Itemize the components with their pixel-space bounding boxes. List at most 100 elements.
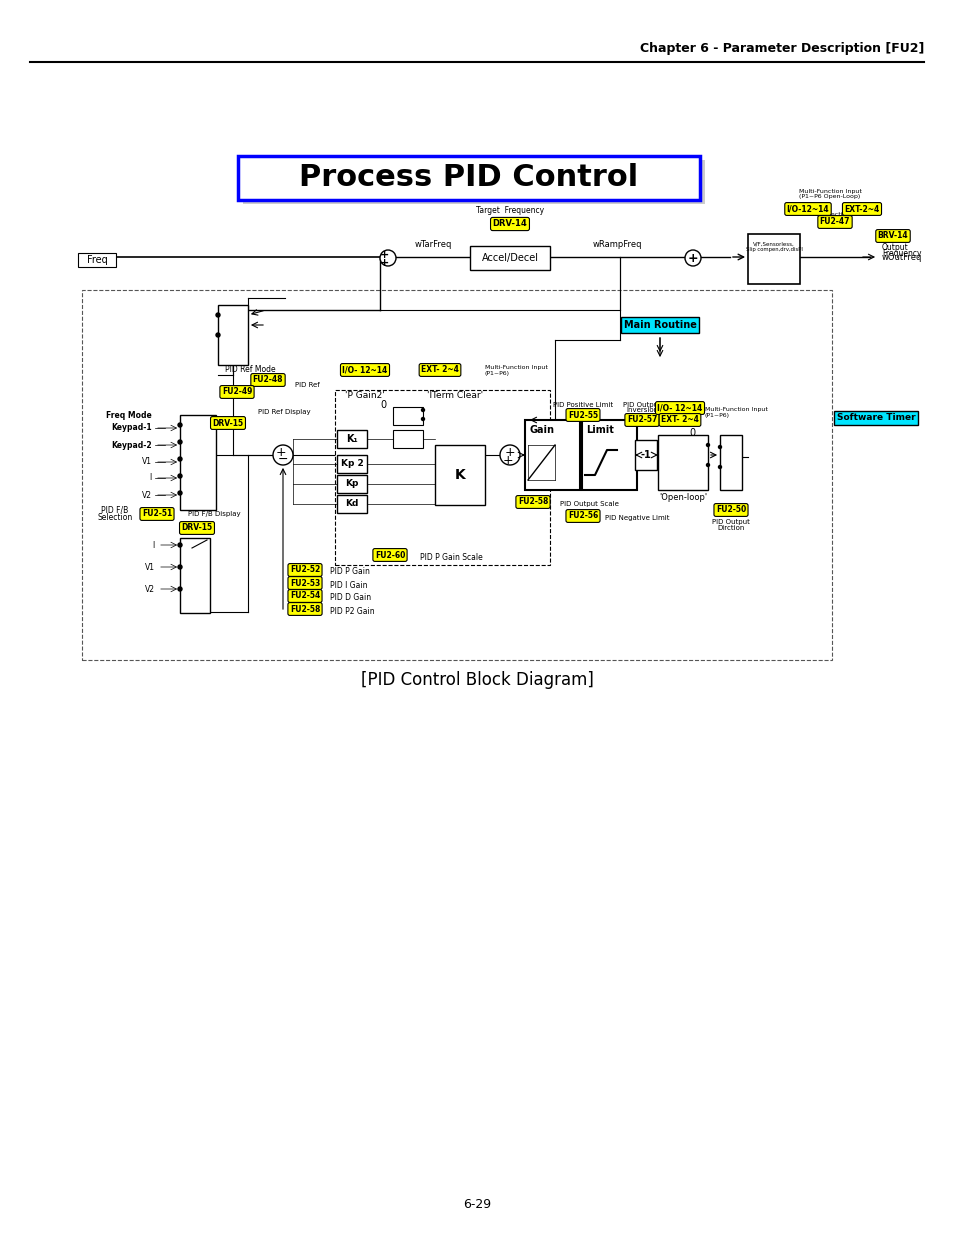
Text: Freq: Freq [87,254,108,266]
Text: V2: V2 [145,584,154,594]
Bar [470,246,550,270]
Text: +: + [380,258,389,268]
Bar [82,290,831,659]
Text: V/F,Sensorless,: V/F,Sensorless, [752,242,794,247]
Text: K: K [455,468,465,482]
Bar [336,475,367,493]
Circle shape [499,445,519,466]
Text: Multi-Function Input: Multi-Function Input [798,189,861,194]
Circle shape [178,587,182,592]
Text: FU2-55: FU2-55 [567,410,598,420]
Bar [180,415,215,510]
Text: Kp: Kp [345,479,358,489]
Text: FU2-54: FU2-54 [290,592,320,600]
Circle shape [215,312,220,317]
Text: PID P Gain: PID P Gain [330,568,370,577]
Text: -1: -1 [640,450,651,459]
Circle shape [178,564,182,569]
Circle shape [178,492,182,495]
Text: PID P2 Gain: PID P2 Gain [330,606,375,615]
Text: Chapter 6 - Parameter Description [FU2]: Chapter 6 - Parameter Description [FU2] [639,42,923,56]
Text: Software Timer: Software Timer [836,414,914,422]
Text: FU2-58: FU2-58 [517,498,548,506]
Text: −: − [277,452,288,466]
Text: 0: 0 [688,429,695,438]
Circle shape [178,440,182,445]
Text: PID F/B: PID F/B [101,505,129,515]
Text: [PID Control Block Diagram]: [PID Control Block Diagram] [360,671,593,689]
Text: I/O- 12~14: I/O- 12~14 [657,404,702,412]
Text: PID F/B Display: PID F/B Display [188,511,240,517]
Text: Dirction: Dirction [717,525,744,531]
Text: Freq Mode: Freq Mode [106,410,152,420]
Text: Target  Frequency: Target Frequency [476,206,543,215]
Text: Selection: Selection [97,514,132,522]
Bar [524,420,579,490]
Text: FU2-49: FU2-49 [222,388,252,396]
Circle shape [421,409,424,411]
Bar [180,538,210,613]
Text: Inversion: Inversion [625,408,658,412]
Circle shape [178,424,182,427]
Text: +: + [380,249,389,261]
Bar [393,430,422,448]
Bar [336,430,367,448]
Text: 'ITerm Clear': 'ITerm Clear' [427,390,482,399]
Text: PID Ref: PID Ref [294,382,319,388]
Text: Frequency: Frequency [882,249,921,258]
Circle shape [421,417,424,420]
Text: EXT-2~4: EXT-2~4 [843,205,879,214]
Text: Multi-Function Input: Multi-Function Input [704,406,767,411]
Circle shape [706,463,709,467]
Text: Accel/Decel: Accel/Decel [481,253,537,263]
Text: PID Output Scale: PID Output Scale [559,501,618,508]
Text: FU2-56: FU2-56 [567,511,598,520]
Text: V1: V1 [145,562,154,572]
Text: FU2-50: FU2-50 [715,505,745,515]
Circle shape [718,446,720,448]
Text: (P1~P6): (P1~P6) [704,414,729,419]
Text: PID Output: PID Output [711,519,749,525]
Text: PID I Gain: PID I Gain [330,580,367,589]
Text: EXT- 2~4: EXT- 2~4 [660,415,699,425]
Text: FU2-57: FU2-57 [626,415,657,425]
Bar [218,305,248,366]
Text: I: I [152,541,154,550]
Bar [78,253,116,267]
Text: PID Negative Limit: PID Negative Limit [604,515,669,521]
Circle shape [718,466,720,468]
Text: DRV-15: DRV-15 [181,524,213,532]
Text: DRV-14: DRV-14 [492,220,527,228]
Text: Multi-Function Input: Multi-Function Input [484,366,547,370]
Text: Output: Output [882,243,908,252]
Bar [335,390,550,564]
Text: PID Ref Display: PID Ref Display [257,409,311,415]
Text: wRampFreq: wRampFreq [592,240,641,249]
Text: Slip compen,drv,disPI: Slip compen,drv,disPI [745,247,801,252]
Text: wOutFreq: wOutFreq [882,252,922,262]
Text: +: + [687,252,698,264]
Text: PID Selection: PID Selection [808,212,850,217]
Bar [635,440,657,471]
Text: PID D Gain: PID D Gain [330,594,371,603]
Text: I/O- 12~14: I/O- 12~14 [342,366,387,374]
Text: +: + [275,446,286,458]
Bar [336,454,367,473]
Bar [393,408,422,425]
Text: DRV-15: DRV-15 [213,419,243,427]
Text: EXT- 2~4: EXT- 2~4 [420,366,458,374]
Bar [658,435,707,490]
Text: 'P Gain2': 'P Gain2' [345,390,384,399]
Text: FU2-52: FU2-52 [290,566,320,574]
Text: FU2-51: FU2-51 [142,510,172,519]
Text: Kp 2: Kp 2 [340,459,363,468]
Text: wTarFreq: wTarFreq [414,240,451,249]
Text: +: + [502,453,513,467]
Circle shape [706,443,709,447]
Circle shape [178,474,182,478]
Text: K₁: K₁ [346,433,357,445]
Circle shape [178,457,182,461]
Text: Keypad-2: Keypad-2 [112,441,152,450]
Text: 6-29: 6-29 [462,1198,491,1212]
Text: PID Ref Mode: PID Ref Mode [225,366,275,374]
